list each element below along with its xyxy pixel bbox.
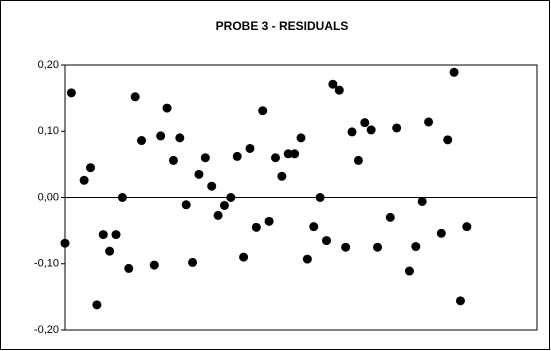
point [79,175,89,185]
point [239,252,249,262]
point [353,155,363,165]
point [130,92,140,102]
point [302,254,312,264]
point [188,257,198,267]
point [290,149,300,159]
point [219,200,229,210]
point [328,79,338,89]
chart-title: PROBE 3 - RESIDUALS [216,19,349,33]
point [443,135,453,145]
point [194,169,204,179]
point [322,236,332,246]
point [334,85,344,95]
point [360,118,370,128]
point [226,193,236,202]
y-tick-label: 0,10 [38,125,59,137]
point [156,131,166,141]
point [66,88,76,98]
y-tick-label: 0,00 [38,191,59,203]
point [264,216,274,226]
point [86,163,96,173]
point [411,242,421,252]
point [296,133,306,143]
point [258,106,268,116]
y-tick-label: -0,20 [34,324,59,336]
point [60,238,70,248]
point [283,149,293,159]
point [424,117,434,127]
point [341,242,351,252]
point [270,153,280,163]
point [462,222,472,232]
point [149,260,159,270]
point [385,212,395,222]
point [168,155,178,165]
point [111,230,121,240]
point [175,133,185,143]
point [449,67,459,77]
point [455,296,465,306]
y-tick-label: 0,20 [38,59,59,71]
point [404,266,414,276]
point [98,230,108,240]
point [309,222,319,232]
point [213,210,223,220]
point [137,136,147,146]
point [232,151,242,161]
point [347,127,357,137]
point [392,123,402,133]
point [162,103,172,113]
point [117,193,127,202]
point [124,263,134,273]
point [105,246,115,256]
point [181,200,191,210]
point [245,143,255,153]
point [373,242,383,252]
point [251,222,261,232]
point [207,181,217,191]
point [200,153,210,163]
point [417,196,427,206]
y-tick-label: -0,10 [34,258,59,270]
point [436,228,446,238]
point [366,125,376,135]
point [315,193,325,202]
point [277,171,287,181]
point [92,300,102,310]
